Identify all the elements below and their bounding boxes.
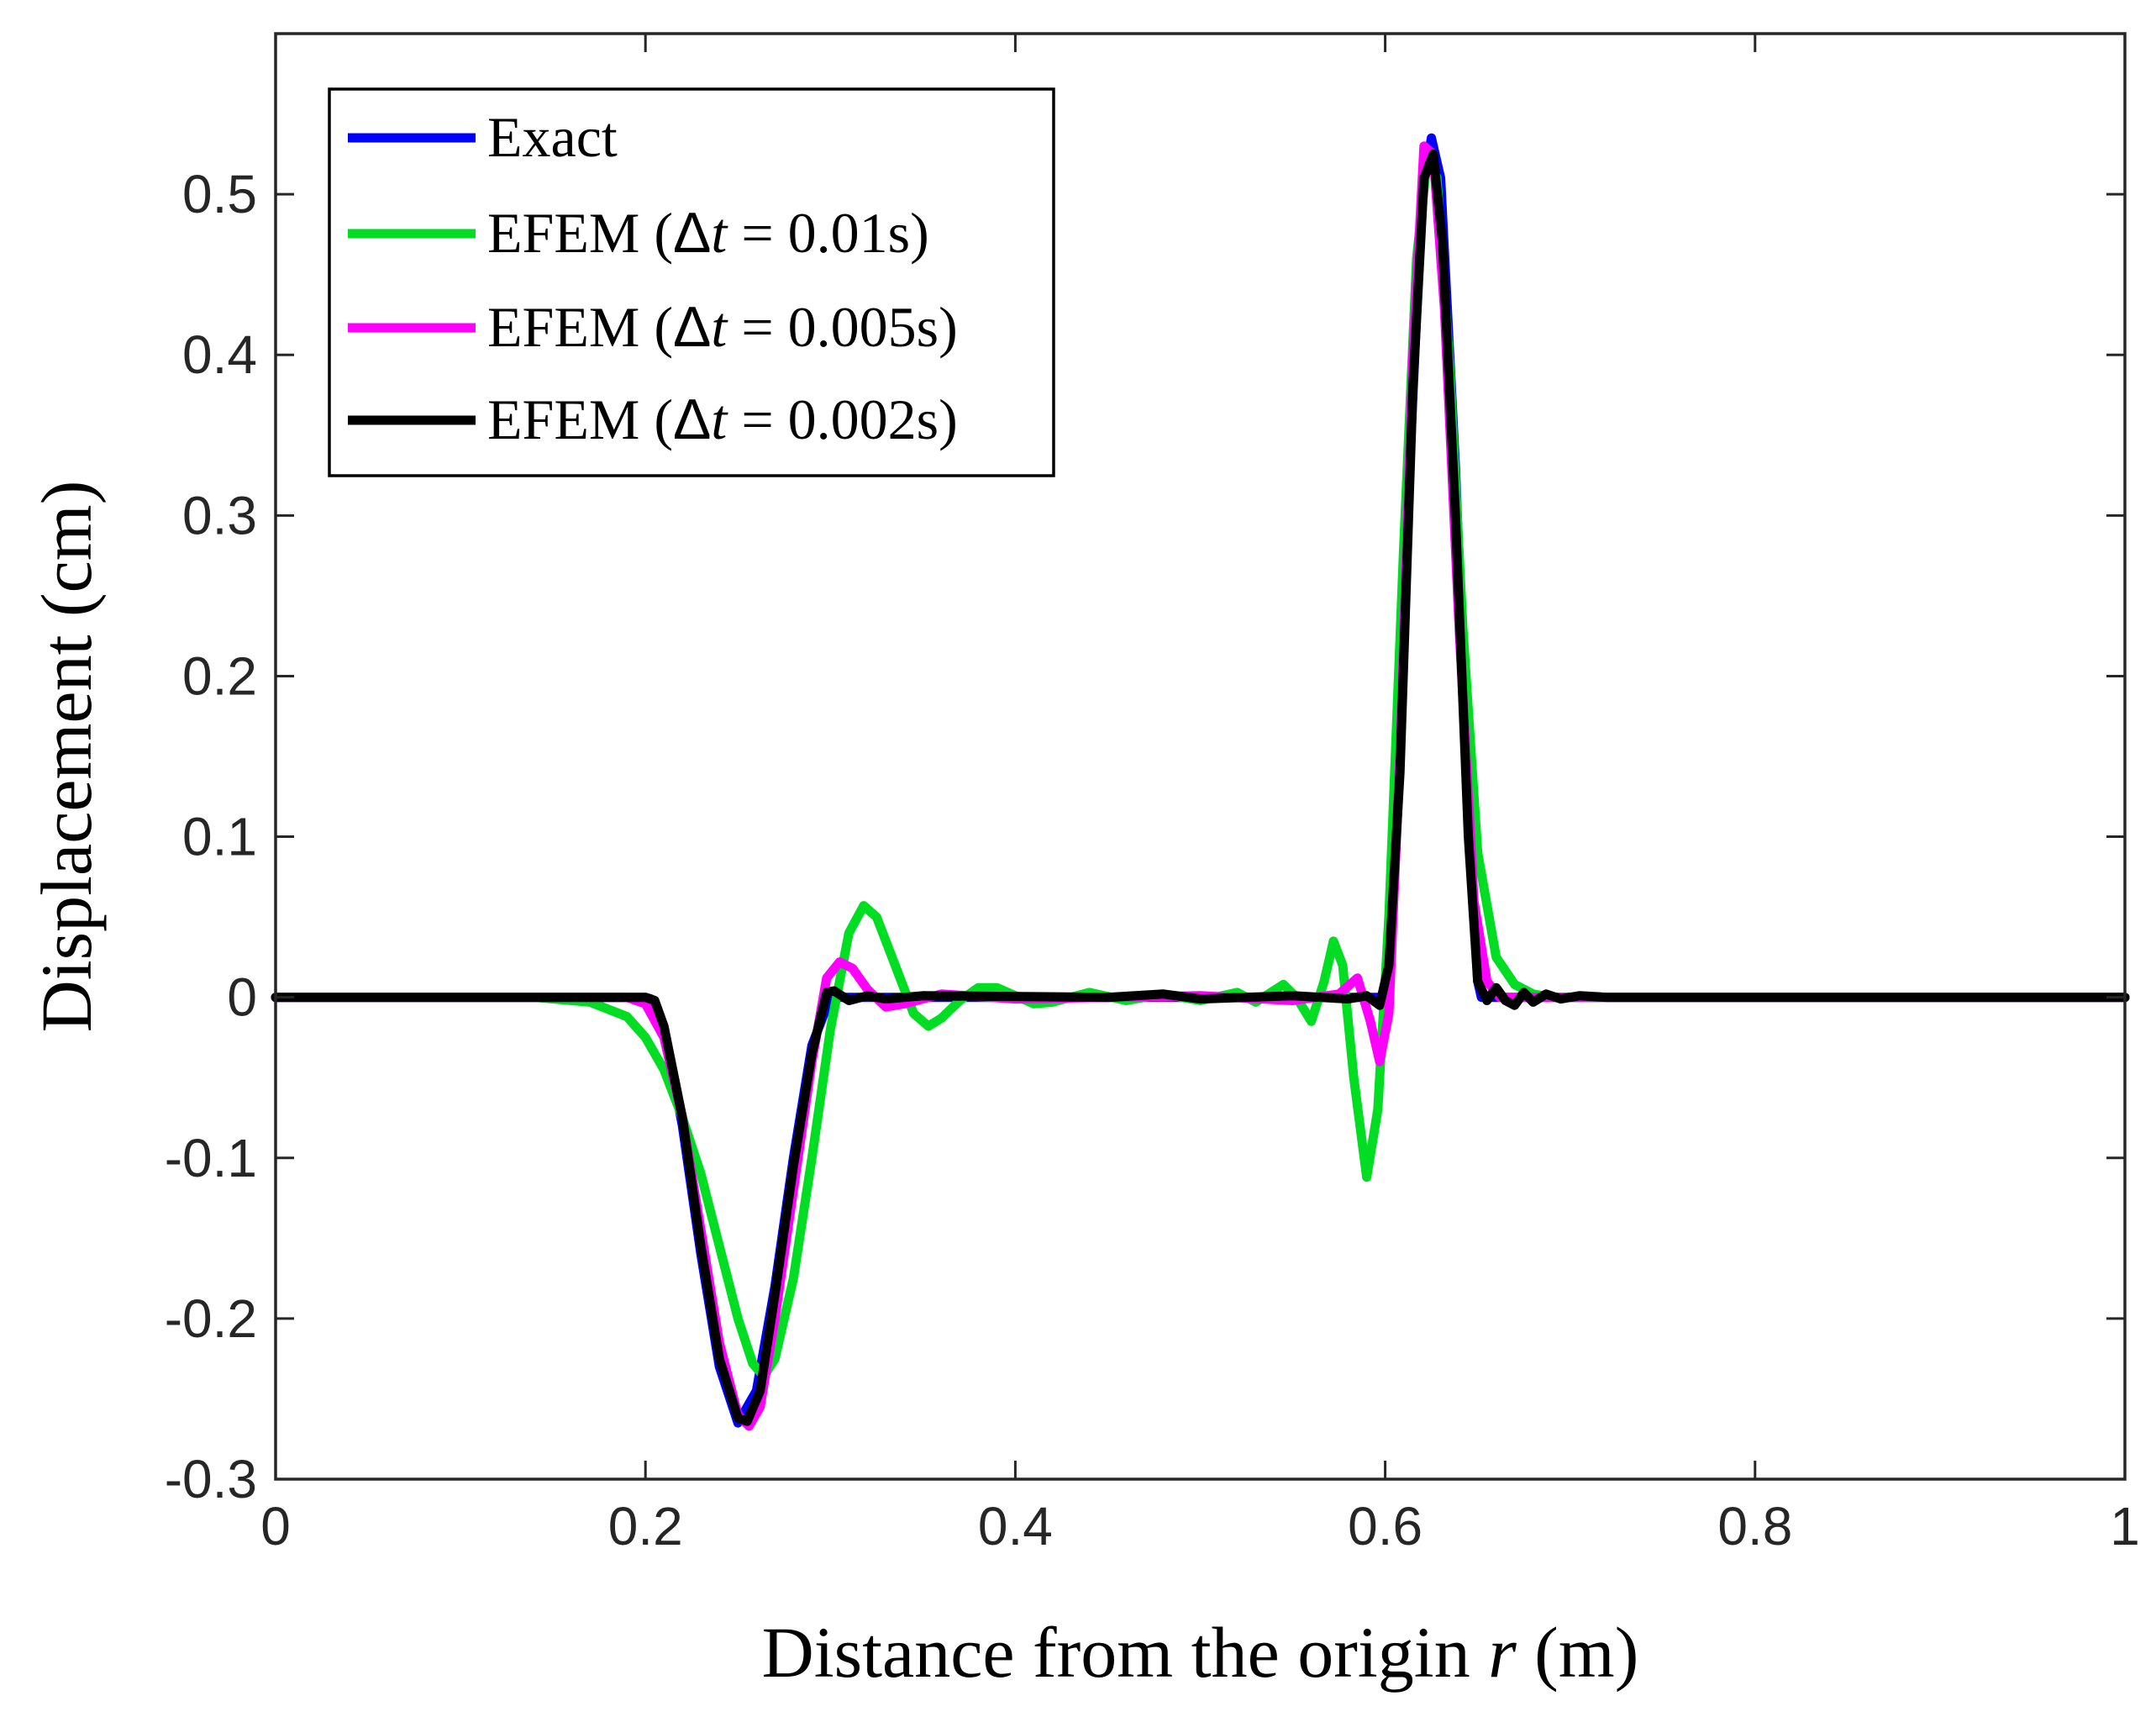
- x-tick-label: 0.2: [608, 1496, 683, 1556]
- y-tick-label: -0.1: [165, 1128, 257, 1188]
- legend-label-1: Exact: [487, 105, 618, 169]
- y-tick-label: 0.4: [182, 324, 257, 385]
- legend-box: [328, 87, 1055, 477]
- x-axis-label-unit: (m): [1517, 1612, 1639, 1693]
- x-axis-label-text: Distance from the origin: [762, 1612, 1489, 1693]
- x-axis-label: Distance from the origin r (m): [762, 1612, 1639, 1693]
- y-axis-label: Displacement (cm): [26, 481, 107, 1033]
- y-tick-label: 0.1: [182, 807, 257, 867]
- series-layer: [271, 133, 2130, 1431]
- plot-frame: [274, 32, 2127, 1481]
- x-axis-label-var: r: [1488, 1612, 1517, 1693]
- series-line-4: [271, 149, 2130, 1426]
- x-tick-label: 0.6: [1348, 1496, 1422, 1556]
- legend: Exact EFEM (Δt = 0.01s) EFEM (Δt = 0.005s)…: [328, 87, 1055, 477]
- y-tick-label: -0.2: [165, 1288, 257, 1349]
- x-tick-label: 0.8: [1717, 1496, 1792, 1556]
- x-tick-label: 1: [2110, 1496, 2140, 1556]
- y-tick-label: 0: [227, 967, 257, 1028]
- tick-layer: 0 0.2 0.4 0.6 0.8 1 -0.3 -0.2 -0.1 0 0.1 0.2 0.3 0.4 0…: [165, 34, 2140, 1556]
- legend-label-2: EFEM (Δt = 0.01s): [487, 201, 929, 265]
- legend-items: Exact EFEM (Δt = 0.01s) EFEM (Δt = 0.005s)…: [348, 105, 958, 451]
- x-tick-label: 0.4: [978, 1496, 1053, 1556]
- y-tick-label: 0.3: [182, 485, 257, 545]
- y-tick-label: 0.5: [182, 164, 257, 224]
- y-tick-label: -0.3: [165, 1449, 257, 1509]
- legend-label-3: EFEM (Δt = 0.005s): [487, 295, 958, 359]
- y-tick-label: 0.2: [182, 645, 257, 706]
- legend-label-4: EFEM (Δt = 0.002s): [487, 387, 958, 451]
- x-tick-label: 0: [260, 1496, 291, 1556]
